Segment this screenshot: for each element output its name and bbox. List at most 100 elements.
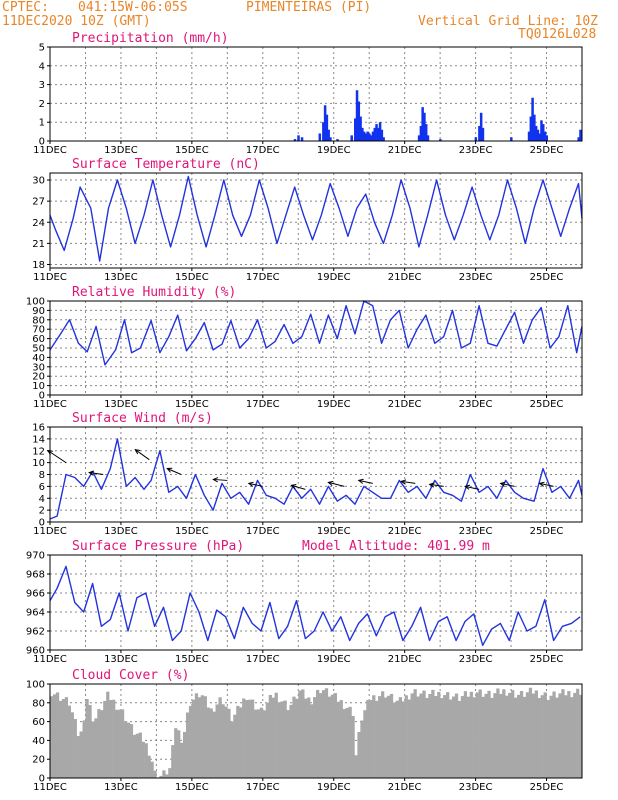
humidity-ytick-label: 90 [32,306,45,317]
cloud-cover-xtick-label: 19DEC [317,782,351,793]
cloud-bar [109,699,113,778]
cloud-bar [162,770,166,778]
precip-bar [531,97,534,141]
cloud-bar [295,698,299,778]
wind-arrow [47,450,67,464]
humidity-ytick-label: 70 [32,325,45,336]
cloud-cover-ytick-label: 0 [39,774,45,785]
cloud-bar [310,704,314,778]
temperature-frame [49,172,583,269]
cloud-bar [534,690,538,778]
cloud-bar [392,702,397,778]
cloud-bar [197,697,202,778]
cloud-bar [543,692,547,778]
cloud-bar [519,691,524,778]
temperature-xtick-label: 23DEC [459,272,493,283]
wind-arrow-head [538,481,545,487]
temperature-panel: 18 21 24 27 30 11DEC 13DEC 15DEC 17DEC 19DEC 21DEC… [32,157,583,283]
cloud-bar [463,691,468,778]
precip-bar [297,135,300,141]
cloud-bar [147,755,151,778]
precip-bar [378,122,382,141]
wind-series-line [49,438,583,520]
header-model-code: TQ0126L028 [518,27,597,42]
wind-xtick-label: 21DEC [388,526,422,537]
cloud-bar [472,697,476,778]
cloud-bar [336,701,340,778]
header-run: 11DEC2020 10Z (GMT) [2,14,151,29]
humidity-ytick-label: 50 [32,344,45,355]
precipitation-xtick-label: 13DEC [104,145,138,156]
precip-bar [357,101,361,141]
temperature-ytick-label: 27 [32,197,45,208]
pressure-xtick-label: 23DEC [459,654,493,665]
cloud-bar [112,699,116,778]
temperature-ytick-label: 30 [32,176,45,187]
cloud-bar [333,693,337,778]
wind-arrow [358,479,373,484]
precip-bar [318,133,322,141]
humidity-xtick-label: 15DEC [175,399,209,410]
temperature-xtick-label: 17DEC [246,272,280,283]
pressure-ytick-label: 966 [26,589,45,600]
cloud-bar [70,712,74,778]
cloud-bar [256,709,261,778]
cloud-bar [484,693,488,778]
cloud-bar [549,695,553,778]
cloud-bar [52,694,57,778]
cloud-bar [369,699,373,778]
cloud-bar [363,710,367,778]
cloud-bar [525,692,530,778]
wind-ytick-label: 6 [39,482,45,493]
header-grid-note: Vertical Grid Line: 10Z [418,14,599,29]
cloud-bar [401,701,405,778]
wind-ytick-label: 12 [32,446,45,457]
cloud-bar [487,690,491,778]
precip-bar [527,131,531,141]
cloud-bar [224,706,228,778]
wind-title: Surface Wind (m/s) [72,411,213,426]
cloud-bar [277,702,281,778]
precip-bar [327,129,330,141]
precip-bar [364,133,368,141]
cloud-bar [366,699,370,778]
wind-arrow [328,481,345,487]
precip-bar [479,112,483,141]
cloud-bar [555,697,559,778]
cloud-bar [531,693,536,778]
precip-bar [366,131,369,141]
precip-bar [417,135,421,141]
humidity-xtick-label: 13DEC [104,399,138,410]
cloud-bar [360,720,364,778]
cloud-bar [434,696,438,778]
cloud-bar [76,736,80,778]
cloud-bar [271,697,275,778]
precip-bar [329,137,332,141]
humidity-ytick-label: 80 [32,315,45,326]
wind-xtick-label: 11DEC [33,526,67,537]
cloud-bar [265,702,270,778]
cloud-bar [88,705,92,778]
pressure-ytick-label: 964 [26,608,45,619]
cloud-bar [129,724,134,778]
cloud-bar [58,700,63,778]
cloud-bar [159,775,163,778]
humidity-xtick-label: 19DEC [317,399,351,410]
cloud-cover-xtick-label: 13DEC [104,782,138,793]
pressure-ytick-label: 970 [26,551,45,562]
wind-arrow [291,484,306,490]
precipitation-xtick-label: 15DEC [175,145,209,156]
cloud-bar [91,721,95,778]
cloud-bar [248,699,252,778]
cloud-bar [212,711,216,778]
wind-arrow [213,478,228,481]
wind-xtick-label: 15DEC [175,526,209,537]
precipitation-ytick-label: 2 [39,99,45,110]
cloud-bar [573,692,577,778]
pressure-ytick-label: 962 [26,627,45,638]
wind-arrow-head [212,477,219,483]
cloud-bar [67,705,71,778]
cloud-bar [174,728,178,778]
